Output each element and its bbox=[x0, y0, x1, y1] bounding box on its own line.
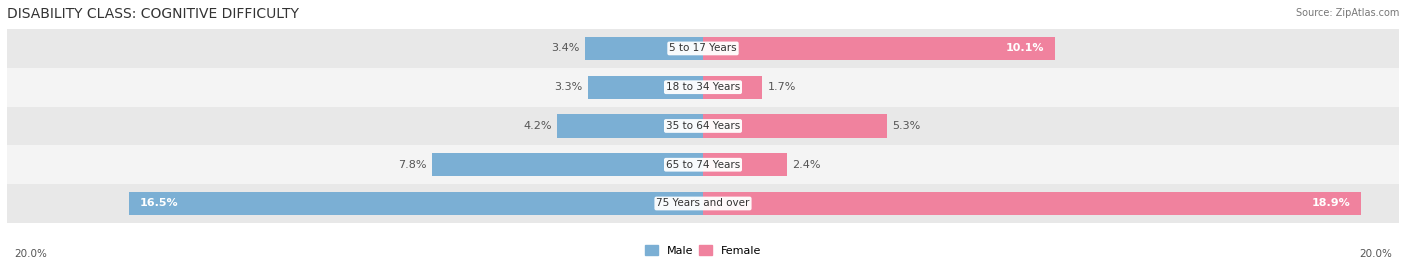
Text: 3.4%: 3.4% bbox=[551, 43, 579, 53]
Bar bbox=[588, 76, 703, 99]
Text: 20.0%: 20.0% bbox=[14, 249, 46, 259]
Bar bbox=[7, 107, 1399, 145]
Text: 20.0%: 20.0% bbox=[1360, 249, 1392, 259]
Bar bbox=[432, 153, 703, 176]
Bar bbox=[7, 145, 1399, 184]
Text: 16.5%: 16.5% bbox=[139, 198, 177, 208]
Text: DISABILITY CLASS: COGNITIVE DIFFICULTY: DISABILITY CLASS: COGNITIVE DIFFICULTY bbox=[7, 7, 299, 21]
Text: 10.1%: 10.1% bbox=[1005, 43, 1045, 53]
Text: 18.9%: 18.9% bbox=[1312, 198, 1350, 208]
Text: 1.7%: 1.7% bbox=[768, 82, 796, 92]
Bar bbox=[703, 76, 762, 99]
Bar bbox=[7, 29, 1399, 68]
Bar bbox=[129, 192, 703, 215]
Text: 18 to 34 Years: 18 to 34 Years bbox=[666, 82, 740, 92]
Text: 3.3%: 3.3% bbox=[555, 82, 583, 92]
Bar bbox=[7, 68, 1399, 107]
Text: 7.8%: 7.8% bbox=[398, 160, 426, 170]
Bar bbox=[7, 184, 1399, 223]
Bar bbox=[703, 153, 786, 176]
Text: 2.4%: 2.4% bbox=[792, 160, 820, 170]
Bar bbox=[557, 114, 703, 138]
Text: 65 to 74 Years: 65 to 74 Years bbox=[666, 160, 740, 170]
Text: 5 to 17 Years: 5 to 17 Years bbox=[669, 43, 737, 53]
Text: Source: ZipAtlas.com: Source: ZipAtlas.com bbox=[1295, 8, 1399, 18]
Text: 35 to 64 Years: 35 to 64 Years bbox=[666, 121, 740, 131]
Bar bbox=[703, 192, 1361, 215]
Bar bbox=[703, 37, 1054, 60]
Text: 4.2%: 4.2% bbox=[523, 121, 551, 131]
Legend: Male, Female: Male, Female bbox=[640, 240, 766, 260]
Bar bbox=[585, 37, 703, 60]
Text: 75 Years and over: 75 Years and over bbox=[657, 198, 749, 208]
Text: 5.3%: 5.3% bbox=[893, 121, 921, 131]
Bar bbox=[703, 114, 887, 138]
